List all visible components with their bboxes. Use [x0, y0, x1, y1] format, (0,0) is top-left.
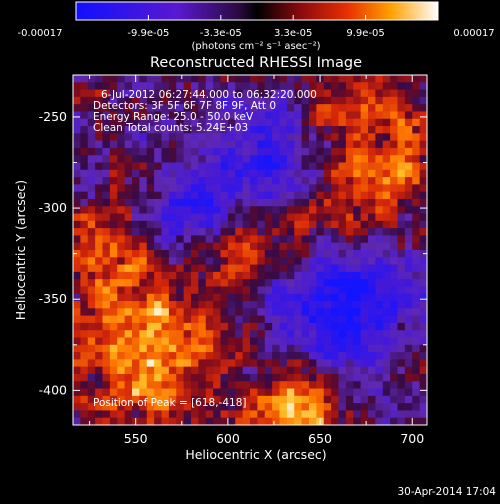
colorbar-ticks: -0.00017 -9.9e-05 -3.3e-05 3.3e-05 9.9e-05 0.…: [18, 15, 495, 39]
x-tick-label: 550: [124, 431, 148, 446]
colorbar-tick-label: 3.3e-05: [274, 28, 312, 39]
colorbar-tick-label: 9.9e-05: [346, 28, 384, 39]
x-tick-label: 600: [216, 431, 240, 446]
x-axis: 550 600 650 700: [89, 75, 424, 446]
y-tick-label: -250: [39, 109, 67, 124]
x-axis-label: Heliocentric X (arcsec): [185, 447, 326, 462]
x-tick-label: 700: [400, 431, 424, 446]
y-tick-label: -350: [39, 291, 67, 306]
annotation-peak-position: Position of Peak = [618,-418]: [93, 397, 247, 409]
colorbar-tick-label: 0.00017: [453, 28, 494, 39]
annotation-clean-counts: Clean Total counts: 5.24E+03: [93, 122, 248, 134]
y-axis: -250 -300 -350 -400: [39, 109, 427, 397]
heatmap-image: [73, 75, 427, 425]
footer-timestamp: 30-Apr-2014 17:04: [397, 486, 496, 498]
colorbar-tick-label: -0.00017: [18, 28, 63, 39]
y-axis-label: Heliocentric Y (arcsec): [13, 180, 28, 320]
annotation-energy-range: Energy Range: 25.0 - 50.0 keV: [93, 111, 254, 123]
x-tick-label: 650: [308, 431, 332, 446]
annotation-time-range: 6-Jul-2012 06:27:44.000 to 06:32:20.000: [101, 89, 317, 101]
y-tick-label: -300: [39, 200, 67, 215]
annotation-detectors: Detectors: 3F 5F 6F 7F 8F 9F, Att 0: [93, 100, 276, 112]
y-tick-label: -400: [39, 382, 67, 397]
annotation-block: 6-Jul-2012 06:27:44.000 to 06:32:20.000 …: [93, 89, 317, 409]
chart-title: Reconstructed RHESSI Image: [150, 55, 362, 71]
colorbar-tick-label: -9.9e-05: [127, 28, 169, 39]
plot-frame: [72, 74, 428, 426]
colorbar-tick-label: -3.3e-05: [200, 28, 242, 39]
colorbar-unit-label: (photons cm⁻² s⁻¹ asec⁻²): [191, 41, 320, 52]
colorbar: [75, 1, 439, 21]
